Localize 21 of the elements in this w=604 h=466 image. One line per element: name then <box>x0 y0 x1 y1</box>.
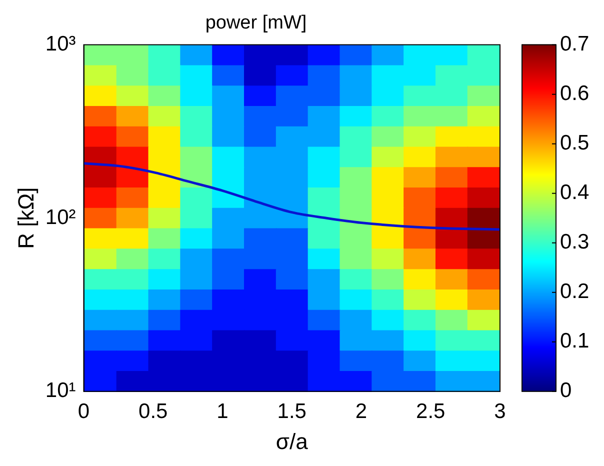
y-axis-title: R [kΩ] <box>13 187 38 249</box>
x-tick-label: 2 <box>355 400 368 423</box>
color-bar-label: 0.2 <box>560 280 590 304</box>
color-bar-label: 0.6 <box>560 82 590 106</box>
x-tick-label: 1 <box>216 400 228 423</box>
x-axis-title: σ/a <box>276 428 309 454</box>
color-bar-label: 0 <box>560 379 572 402</box>
color-bar-label: 0.7 <box>560 32 590 56</box>
color-bar-label: 0.4 <box>560 181 590 204</box>
y-tick-label: 10² <box>45 206 76 229</box>
x-tick-label: 3 <box>494 400 506 423</box>
x-tick-label: 2.5 <box>416 400 446 423</box>
chart-title: power [mW] <box>205 12 307 34</box>
y-tick-label: 10¹ <box>45 379 76 402</box>
x-tick-label: 0.5 <box>138 400 168 423</box>
x-tick-label: 1.5 <box>277 400 306 423</box>
x-tick-label: 0 <box>78 400 90 423</box>
color-bar-label: 0.5 <box>560 132 590 155</box>
color-bar-label: 0.1 <box>560 330 590 353</box>
color-bar-label: 0.3 <box>560 230 590 254</box>
y-tick-label: 10³ <box>45 32 76 56</box>
